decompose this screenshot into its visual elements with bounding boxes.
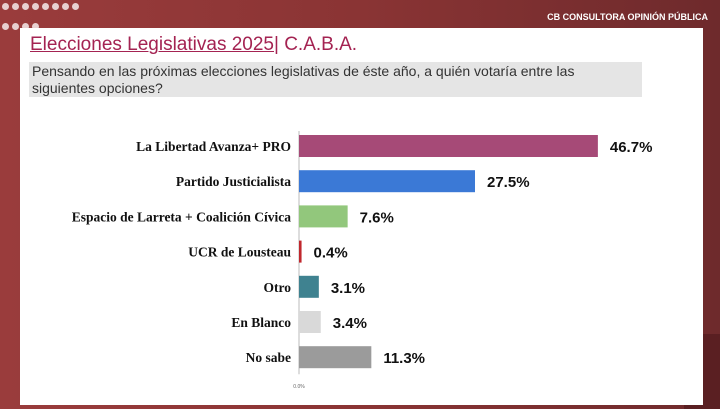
slide-panel: Elecciones Legislativas 2025| C.A.B.A. P… xyxy=(20,28,703,405)
category-label: Partido Justicialista xyxy=(176,174,291,189)
decorative-dots xyxy=(2,3,82,43)
category-label: UCR de Lousteau xyxy=(188,245,291,260)
bar xyxy=(299,170,475,193)
slide-title: Elecciones Legislativas 2025| C.A.B.A. xyxy=(30,34,357,56)
data-label: 27.5% xyxy=(487,174,530,191)
data-label: 11.3% xyxy=(383,350,425,367)
bar xyxy=(299,205,348,228)
data-label: 0.4% xyxy=(314,245,348,262)
question-text: Pensando en las próximas elecciones legi… xyxy=(29,62,642,97)
category-label: Otro xyxy=(264,280,292,295)
title-main: Elecciones Legislativas 2025 xyxy=(30,34,274,55)
bar xyxy=(299,275,319,298)
bar xyxy=(299,240,302,263)
data-label: 7.6% xyxy=(360,209,394,226)
x-tick-label: 0.0% xyxy=(293,384,305,390)
title-suffix: | C.A.B.A. xyxy=(274,34,358,55)
data-label: 3.1% xyxy=(331,280,365,297)
brand-name: CB CONSULTORA OPINIÓN PÚBLICA xyxy=(547,12,708,22)
data-label: 3.4% xyxy=(333,315,367,332)
category-label: En Blanco xyxy=(231,315,291,330)
category-label: Espacio de Larreta + Coalición Cívica xyxy=(72,209,292,224)
bar xyxy=(299,311,321,333)
category-label: No sabe xyxy=(246,350,291,365)
bar xyxy=(299,135,598,157)
data-label: 46.7% xyxy=(610,139,653,156)
category-label: La Libertad Avanza+ PRO xyxy=(136,139,291,154)
bar xyxy=(299,346,372,369)
